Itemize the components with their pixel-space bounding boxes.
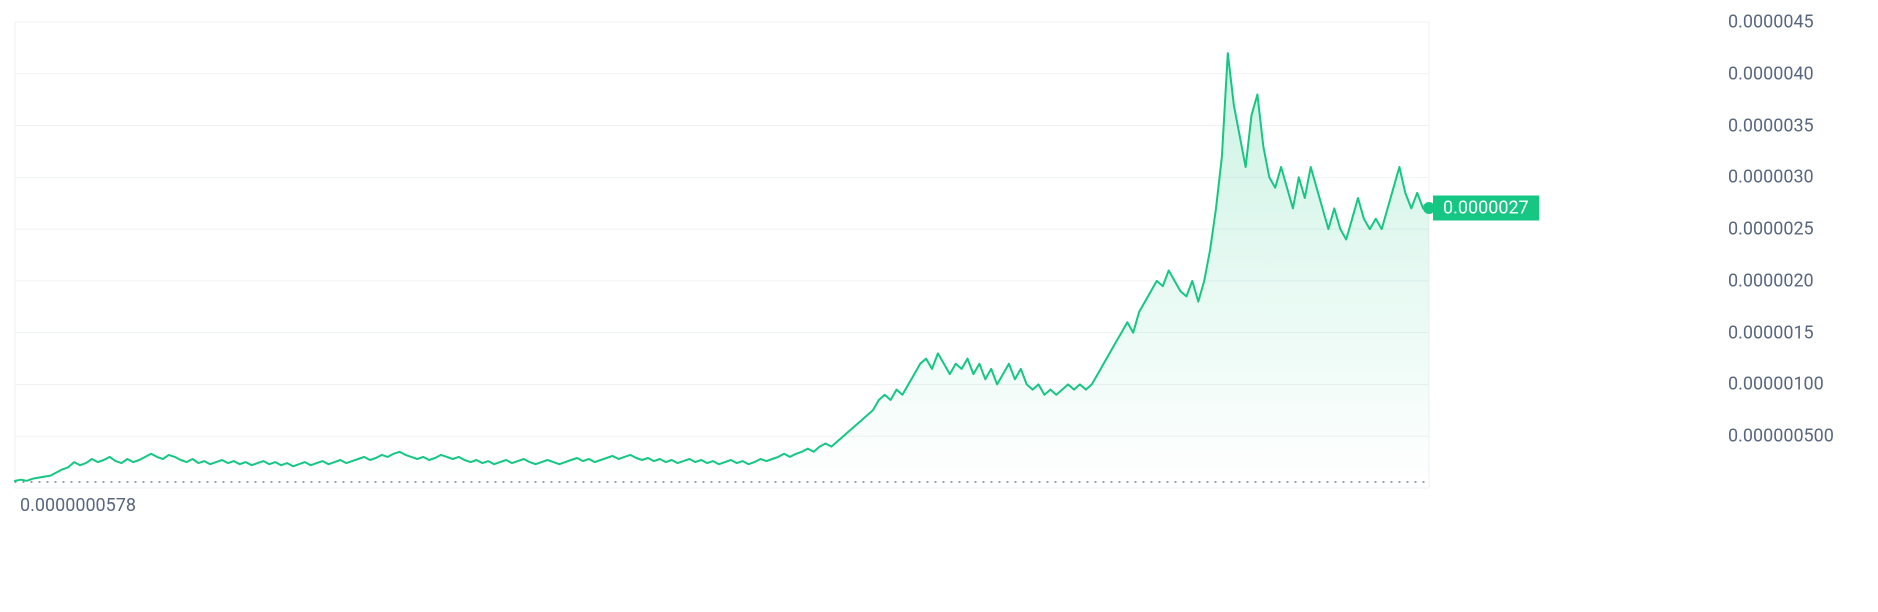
y-tick-label: 0.0000040 [1728,63,1814,84]
y-tick-label: 0.0000025 [1728,219,1814,240]
current-price-badge: 0.0000027 [1433,196,1539,221]
current-price-dot [1423,202,1435,214]
y-tick-label: 0.000000500 [1728,426,1834,447]
chart-svg[interactable] [0,0,1878,612]
y-tick-label: 0.0000045 [1728,12,1814,33]
y-tick-label: 0.0000035 [1728,115,1814,136]
baseline-label: 0.0000000578 [20,495,136,516]
y-tick-label: 0.0000015 [1728,322,1814,343]
y-tick-label: 0.0000020 [1728,270,1814,291]
price-chart: 0.0000045 0.0000040 0.0000035 0.0000030 0.00… [0,0,1878,612]
y-axis-labels: 0.0000045 0.0000040 0.0000035 0.0000030 0.00… [1718,0,1878,612]
y-tick-label: 0.00000100 [1728,374,1824,395]
y-tick-label: 0.0000030 [1728,167,1814,188]
